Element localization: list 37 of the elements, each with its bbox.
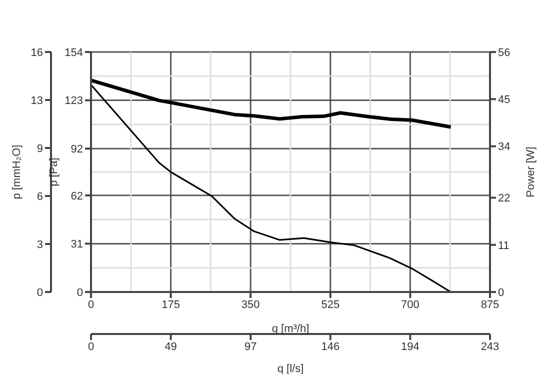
y3-tick-label: 16 xyxy=(30,46,43,59)
y-tick-label: 62 xyxy=(70,190,83,202)
y3-axis-title: p [mmH₂O] xyxy=(10,144,23,200)
y3-tick-label: 9 xyxy=(36,142,43,155)
y2-tick-label: 56 xyxy=(498,46,510,59)
y-tick-label: 31 xyxy=(70,238,83,251)
y2-axis-title: Power [W] xyxy=(524,146,537,198)
y3-tick-label: 13 xyxy=(30,94,43,107)
x2-tick-label: 0 xyxy=(88,340,94,353)
x-tick-label: 350 xyxy=(241,298,260,311)
y2-tick-label: 22 xyxy=(498,192,510,205)
line-series xyxy=(91,84,452,292)
y3-tick-label: 3 xyxy=(36,238,43,251)
x-tick-label: 0 xyxy=(88,298,94,311)
x2-tick-label: 49 xyxy=(164,340,177,353)
y2-tick-label: 34 xyxy=(498,141,510,154)
x2-tick-label: 243 xyxy=(480,340,500,353)
x2-tick-label: 97 xyxy=(244,340,257,353)
y2-tick-label: 0 xyxy=(498,286,504,299)
x-axis-title: q [m³/h] xyxy=(272,323,310,335)
y3-tick-label: 6 xyxy=(36,190,43,203)
y-tick-label: 92 xyxy=(70,144,83,156)
y2-tick-label: 45 xyxy=(498,94,510,106)
x2-axis-title: q [l/s] xyxy=(277,363,304,375)
x-tick-label: 175 xyxy=(162,298,180,311)
y-axis-title: p [Pa] xyxy=(48,158,60,186)
y-tick-label: 123 xyxy=(64,95,83,108)
y3-tick-label: 0 xyxy=(36,286,43,299)
x-tick-label: 525 xyxy=(321,298,340,311)
x-tick-label: 875 xyxy=(480,298,500,311)
line-series xyxy=(91,78,453,129)
y-tick-label: 154 xyxy=(64,46,83,59)
x2-tick-label: 146 xyxy=(321,340,340,353)
y-tick-label: 0 xyxy=(76,286,83,299)
x-tick-label: 700 xyxy=(401,298,420,311)
x2-tick-label: 194 xyxy=(401,340,420,353)
y2-tick-label: 11 xyxy=(498,240,510,252)
